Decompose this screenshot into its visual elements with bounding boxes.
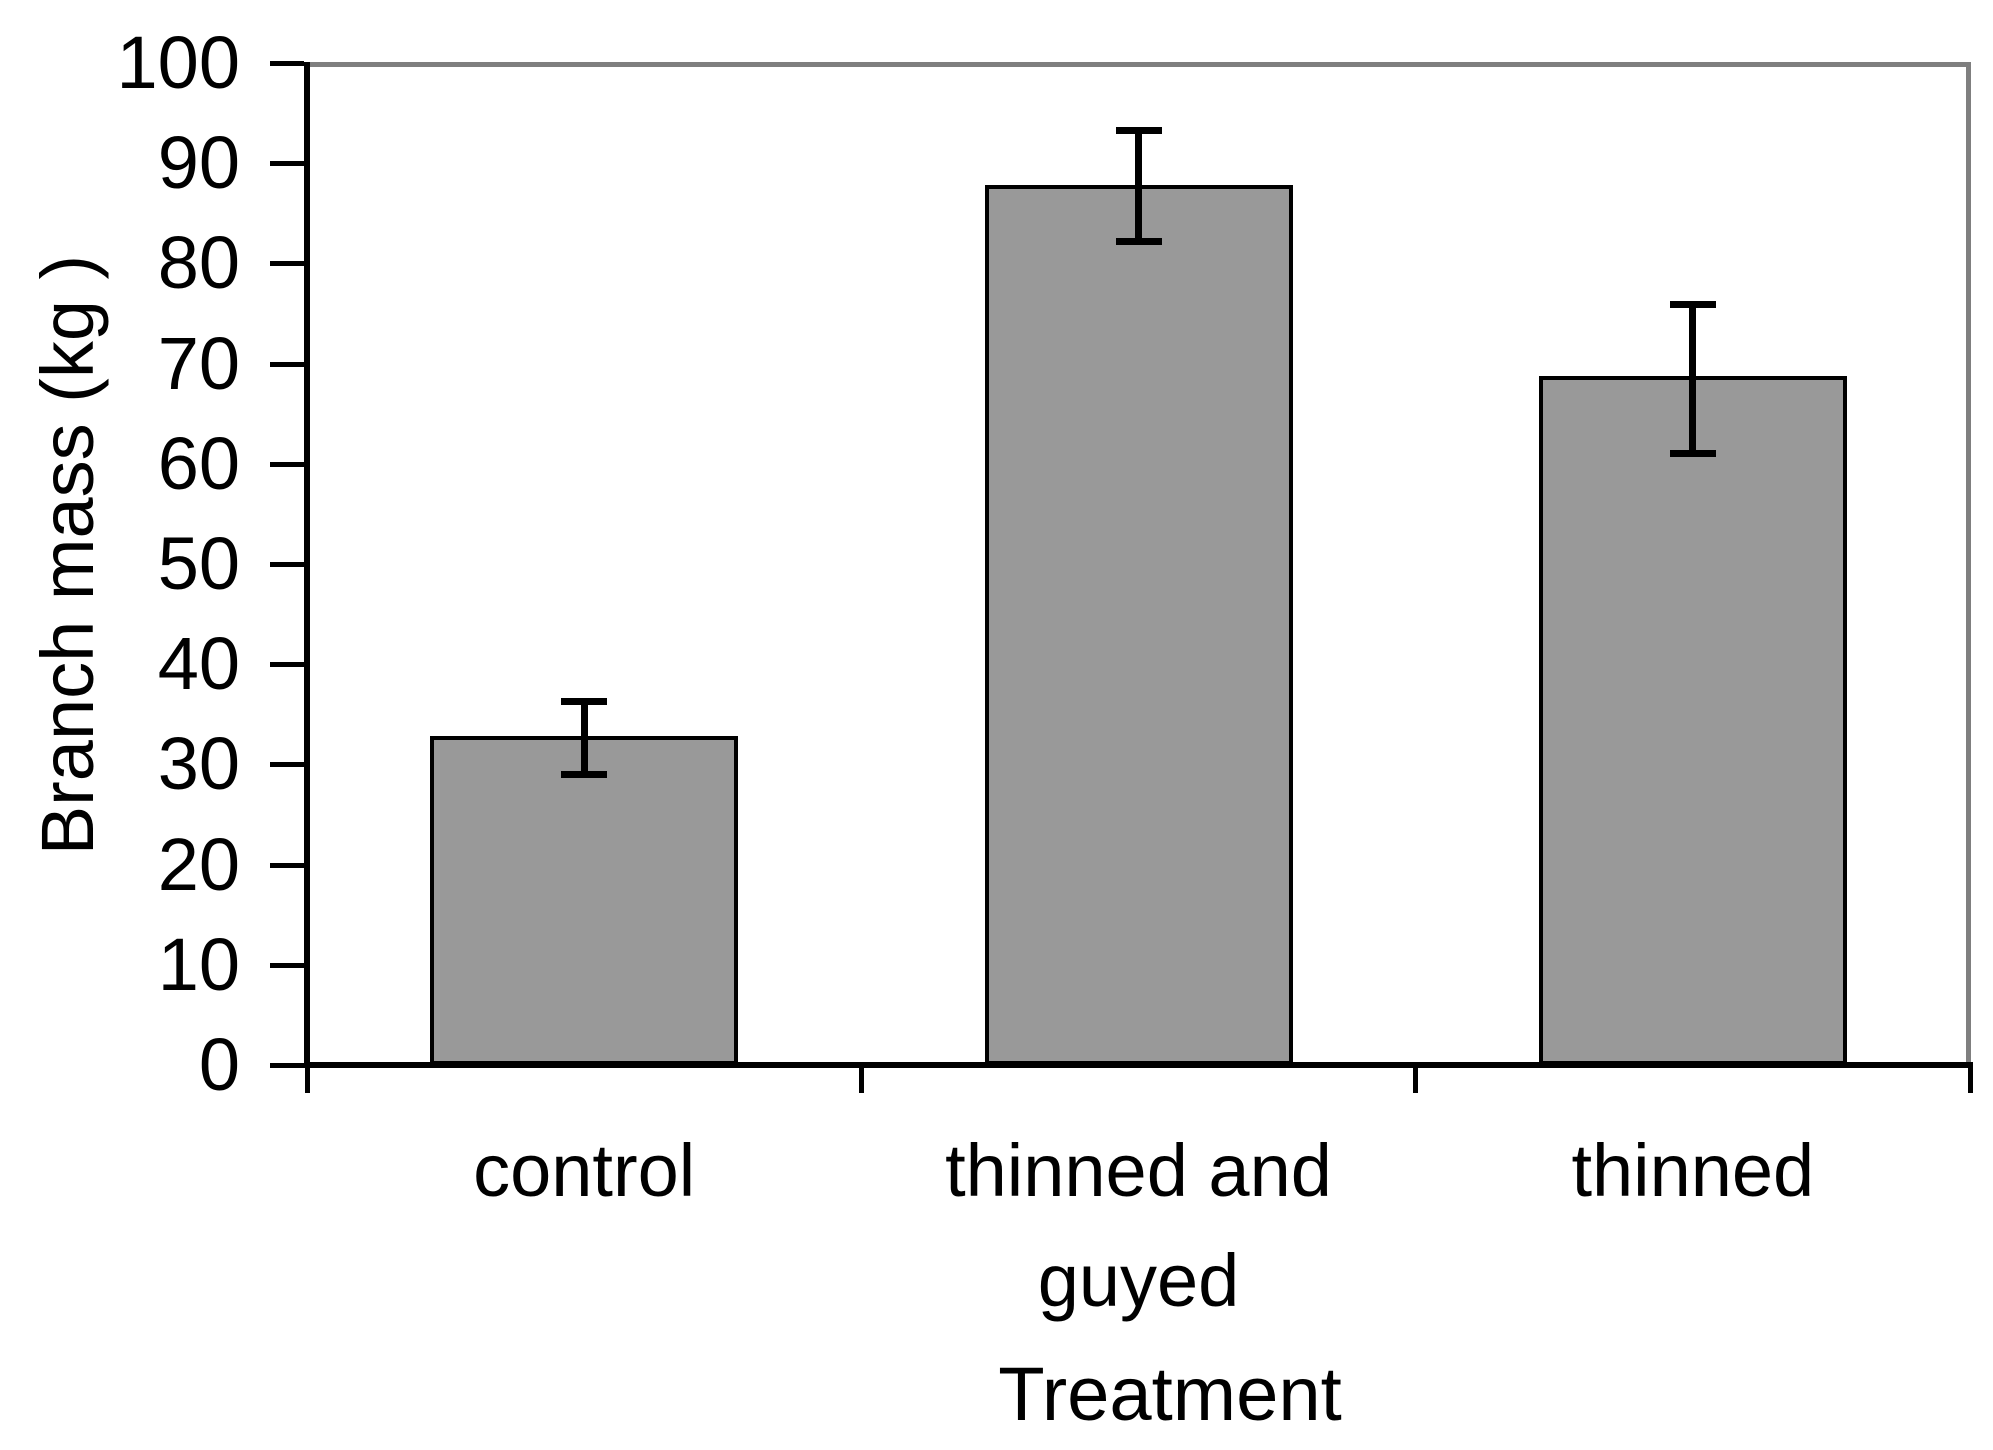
- x-axis-line: [304, 1062, 1973, 1068]
- y-tick: [270, 1063, 304, 1068]
- y-tick: [270, 862, 304, 868]
- y-tick: [270, 562, 304, 567]
- error-bar-cap-bottom: [561, 770, 608, 778]
- y-tick-label: 30: [157, 722, 240, 806]
- category-label: thinned: [1571, 1129, 1815, 1212]
- category-label: thinned and guyed: [945, 1129, 1332, 1322]
- y-tick-label: 10: [157, 922, 240, 1006]
- x-tick: [304, 1065, 310, 1093]
- plot-right-border: [1966, 62, 1971, 1065]
- y-axis-title: Branch mass (kg ): [26, 254, 109, 856]
- error-bar-cap-bottom: [1669, 450, 1716, 458]
- error-bar-cap-top: [1669, 300, 1716, 308]
- x-tick: [1967, 1065, 1973, 1093]
- error-bar-cap-top: [561, 697, 608, 705]
- x-tick: [858, 1065, 864, 1093]
- y-tick: [270, 962, 304, 968]
- y-tick: [270, 361, 304, 367]
- y-tick: [270, 61, 304, 66]
- y-tick-label: 80: [157, 221, 240, 305]
- y-tick-label: 40: [157, 622, 240, 706]
- error-bar-cap-bottom: [1115, 237, 1162, 245]
- y-tick-label: 50: [157, 522, 240, 605]
- y-tick-label: 100: [116, 21, 240, 104]
- x-axis-title: Treatment: [998, 1352, 1342, 1437]
- y-tick-label: 90: [157, 121, 240, 205]
- bar: [430, 736, 739, 1065]
- error-bar-stem: [1689, 304, 1697, 454]
- y-tick-label: 0: [198, 1023, 240, 1106]
- bar: [1538, 375, 1847, 1065]
- y-tick: [270, 161, 304, 167]
- error-bar-cap-top: [1115, 126, 1162, 134]
- y-tick-label: 20: [157, 822, 240, 906]
- y-tick: [270, 662, 304, 668]
- error-bar-stem: [580, 701, 588, 775]
- plot-top-border: [310, 62, 1970, 67]
- category-label: control: [473, 1129, 696, 1212]
- bar: [984, 185, 1293, 1065]
- y-axis-line: [304, 62, 310, 1068]
- y-tick: [270, 762, 304, 768]
- y-tick-label: 60: [157, 421, 240, 505]
- y-tick: [270, 461, 304, 467]
- error-bar-stem: [1135, 130, 1142, 242]
- y-tick: [270, 261, 304, 267]
- y-tick-label: 70: [157, 321, 240, 405]
- x-tick: [1413, 1065, 1419, 1093]
